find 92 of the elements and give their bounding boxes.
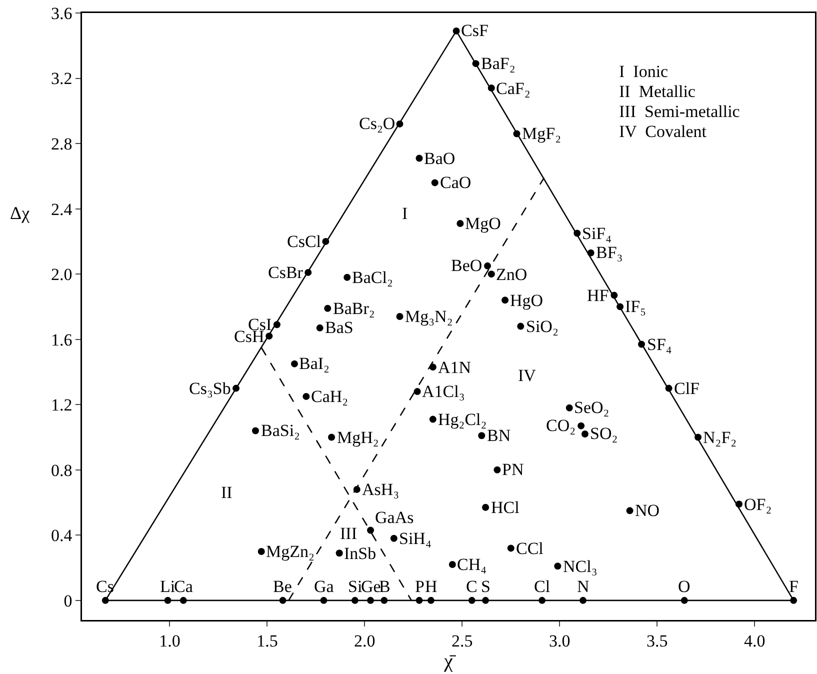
annotation: SiO₂ bbox=[526, 317, 558, 336]
annotation: HCl bbox=[491, 498, 520, 517]
annotation: CH₄ bbox=[457, 555, 487, 574]
x-tick-label: 2.0 bbox=[354, 632, 376, 651]
annotation: Hg₂Cl₂ bbox=[438, 410, 487, 429]
annotation: SiH₄ bbox=[399, 529, 432, 548]
y-tick-label: 1.6 bbox=[51, 330, 72, 350]
x-tick-label: 2.5 bbox=[452, 632, 473, 651]
annotation: II Metallic bbox=[619, 82, 696, 101]
annotation: BaSi₂ bbox=[261, 421, 300, 440]
annotation: Cl bbox=[534, 577, 550, 596]
annotation: A1Cl₃ bbox=[422, 382, 465, 401]
annotation: Ca bbox=[174, 577, 194, 596]
y-tick-label: 2.8 bbox=[51, 134, 72, 154]
x-tick-label: 3.0 bbox=[548, 632, 570, 651]
x-tick-label: 4.0 bbox=[744, 632, 766, 651]
annotation: CaH₂ bbox=[311, 387, 348, 406]
annotation: BaO bbox=[424, 149, 456, 168]
annotation: Cs₃Sb bbox=[189, 379, 231, 398]
annotation: CsF bbox=[461, 21, 488, 40]
annotation: F bbox=[789, 577, 798, 596]
annotation: MgZn₂ bbox=[266, 542, 314, 561]
annotation: CaO bbox=[440, 173, 472, 192]
annotation: CaF₂ bbox=[496, 79, 530, 98]
annotation: BaF₂ bbox=[481, 54, 516, 73]
y-axis-title: Δχ bbox=[10, 203, 30, 223]
annotation: SeO₂ bbox=[574, 398, 610, 417]
annotation: III Semi-metallic bbox=[619, 102, 740, 121]
annotation: O bbox=[678, 577, 690, 596]
annotation: CsCl bbox=[287, 232, 322, 251]
annotation: CO₂ bbox=[546, 416, 576, 435]
annotation: Mg₃N₂ bbox=[405, 307, 453, 326]
annotation: BaS bbox=[325, 318, 354, 337]
annotation: Cs₂O bbox=[359, 114, 396, 133]
annotation: GaAs bbox=[375, 508, 414, 527]
x-axis-title: χ̄ bbox=[443, 650, 457, 673]
x-tick-label: 1.5 bbox=[256, 632, 278, 651]
annotation: Li bbox=[160, 577, 176, 596]
annotation: InSb bbox=[344, 544, 376, 563]
annotation: MgO bbox=[465, 214, 501, 233]
annotation: BeO bbox=[451, 256, 482, 275]
annotation: Be bbox=[273, 577, 292, 596]
annotation: AsH₃ bbox=[362, 480, 400, 499]
y-tick-label: 3.2 bbox=[51, 69, 72, 88]
x-tick-label: 3.5 bbox=[646, 632, 668, 651]
annotation: BaI₂ bbox=[299, 354, 330, 373]
annotation: PN bbox=[502, 460, 524, 479]
annotation: HF bbox=[587, 286, 609, 305]
annotation: IV Covalent bbox=[619, 122, 707, 141]
annotation: Si bbox=[348, 577, 362, 596]
y-tick-label: 2.4 bbox=[51, 200, 73, 219]
annotation: BaCl₂ bbox=[352, 268, 393, 287]
annotation: SF₄ bbox=[647, 335, 672, 354]
annotation: BF₃ bbox=[596, 243, 623, 262]
annotation: Ge bbox=[361, 577, 381, 596]
annotation: H bbox=[425, 577, 438, 596]
annotation: A1N bbox=[438, 358, 472, 377]
annotation: IV bbox=[518, 366, 537, 385]
annotation: MgH₂ bbox=[337, 428, 379, 447]
annotation: N₂F₂ bbox=[703, 428, 737, 447]
annotation: N bbox=[577, 577, 590, 596]
x-tick-label: 1.0 bbox=[159, 632, 180, 651]
annotation: II bbox=[221, 483, 233, 502]
annotation: I Ionic bbox=[619, 62, 669, 81]
y-tick-label: 3.6 bbox=[51, 4, 72, 23]
annotation: IF₅ bbox=[625, 297, 646, 316]
annotation: SO₂ bbox=[590, 424, 618, 443]
y-tick-label: 1.2 bbox=[51, 396, 72, 415]
annotation: S bbox=[481, 577, 490, 596]
annotation: OF₂ bbox=[744, 495, 772, 514]
annotation: SiF₄ bbox=[582, 224, 612, 243]
y-tick-label: 0.4 bbox=[51, 526, 73, 546]
annotation: Cs bbox=[96, 577, 114, 596]
annotation: P bbox=[415, 577, 424, 596]
annotation: ZnO bbox=[496, 265, 528, 284]
y-tick-label: 2.0 bbox=[51, 265, 72, 284]
y-tick-label: 0.8 bbox=[51, 460, 72, 480]
annotation: ClF bbox=[674, 379, 700, 398]
annotation: Ga bbox=[314, 577, 334, 596]
annotation: I bbox=[402, 204, 408, 223]
annotation: CCl bbox=[516, 539, 544, 558]
annotation: HgO bbox=[510, 291, 544, 310]
annotation: MgF₂ bbox=[522, 124, 561, 143]
annotation: C bbox=[466, 577, 478, 596]
annotation: NCl₃ bbox=[563, 557, 598, 576]
annotation: CsBr bbox=[268, 263, 304, 282]
annotation: NO bbox=[635, 501, 660, 520]
annotation: B bbox=[379, 577, 390, 596]
annotation: III bbox=[340, 524, 358, 543]
y-tick-label: 0 bbox=[64, 591, 72, 610]
annotation: BN bbox=[487, 426, 511, 445]
annotation: BaBr₂ bbox=[333, 299, 375, 318]
